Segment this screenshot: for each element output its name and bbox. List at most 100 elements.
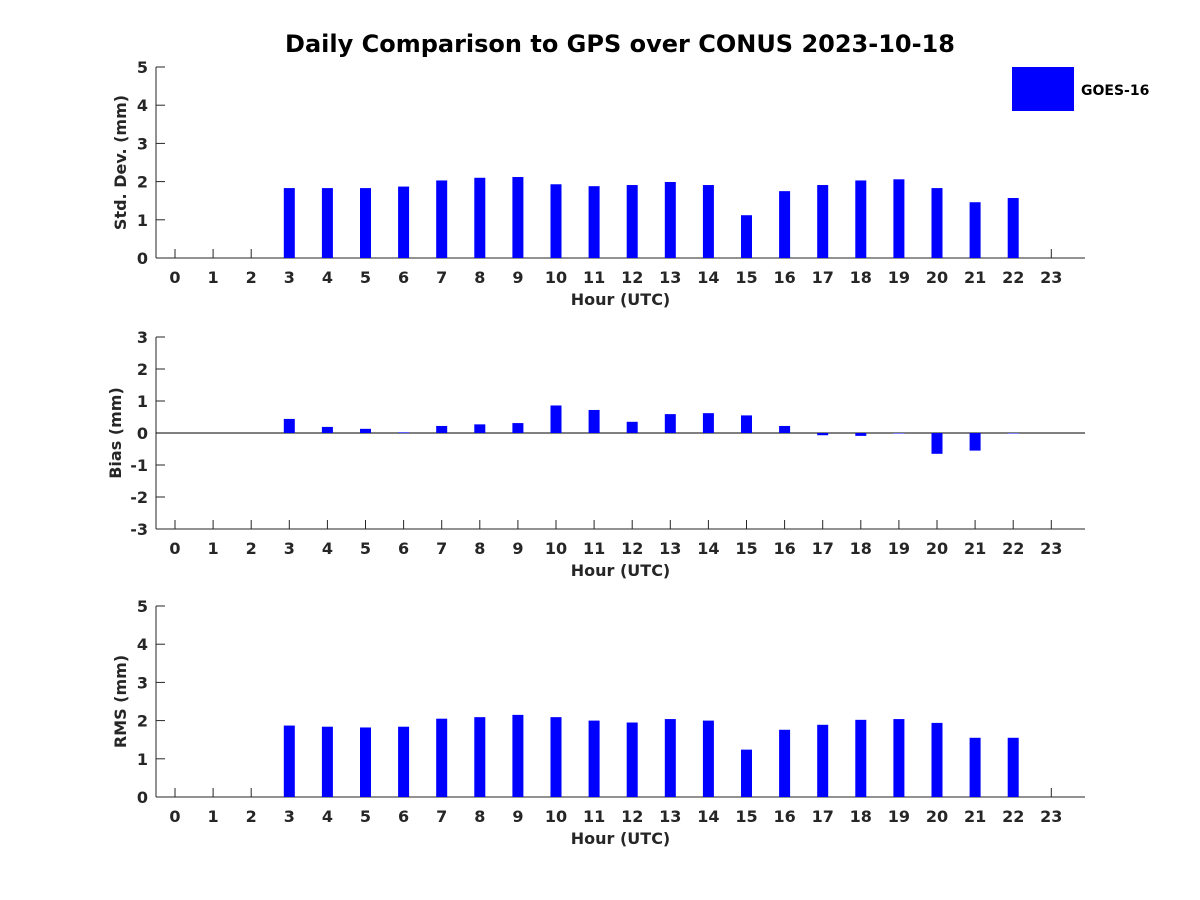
rms-bar-hour-11 [588,720,600,797]
bias-y-tick-label: 0 [137,424,148,443]
std-dev-x-tick-label: 18 [850,268,872,287]
bias-x-tick-label: 23 [1040,539,1062,558]
bias-bar-hour-20 [931,433,943,454]
std-dev-x-tick-label: 15 [735,268,757,287]
rms-bar-hour-8 [474,717,486,797]
std-dev-bar-hour-14 [702,185,714,258]
std-dev-x-tick-label: 12 [621,268,643,287]
std-dev-x-tick-label: 19 [888,268,910,287]
bias-x-tick-label: 17 [812,539,834,558]
rms-y-tick-label: 2 [137,712,148,731]
std-dev-y-tick-label: 0 [137,249,148,268]
rms-x-tick-label: 13 [659,807,681,826]
std-dev-x-tick-label: 22 [1002,268,1024,287]
rms-x-tick-label: 15 [735,807,757,826]
bias-bar-hour-10 [550,405,562,433]
bias-bar-hour-11 [588,409,600,433]
bias-x-tick-label: 8 [474,539,485,558]
std-dev-x-tick-label: 14 [697,268,719,287]
bias-x-tick-label: 22 [1002,539,1024,558]
rms-x-tick-label: 0 [169,807,180,826]
std-dev-x-tick-label: 9 [512,268,523,287]
std-dev-bar-hour-10 [550,184,562,258]
bias-x-axis-label: Hour (UTC) [571,561,671,580]
std-dev-x-tick-label: 11 [583,268,605,287]
rms-y-axis-label: RMS (mm) [111,655,130,748]
bias-bar-hour-13 [664,414,676,433]
bias-x-tick-label: 14 [697,539,719,558]
bias-x-tick-label: 7 [436,539,447,558]
rms-bar-hour-14 [702,720,714,797]
std-dev-x-tick-label: 3 [284,268,295,287]
std-dev-y-tick-label: 5 [137,58,148,77]
std-dev-x-tick-label: 4 [322,268,333,287]
std-dev-x-tick-label: 21 [964,268,986,287]
bias-x-tick-label: 2 [246,539,257,558]
std-dev-bar-hour-12 [626,185,638,258]
bias-x-tick-label: 1 [208,539,219,558]
std-dev-bar-hour-17 [817,185,829,258]
rms-x-tick-label: 1 [208,807,219,826]
std-dev-x-tick-label: 1 [208,268,219,287]
rms-x-tick-label: 17 [812,807,834,826]
bias-x-tick-label: 12 [621,539,643,558]
bias-x-tick-label: 11 [583,539,605,558]
rms-bar-hour-3 [283,725,295,797]
std-dev-bar-hour-3 [283,188,295,258]
bias-x-tick-label: 9 [512,539,523,558]
std-dev-bar-hour-7 [436,180,448,258]
rms-bar-hour-17 [817,724,829,797]
legend: GOES-16 [1012,67,1149,111]
rms-x-tick-label: 16 [773,807,795,826]
rms-bar-hour-10 [550,717,562,797]
rms-bar-hour-9 [512,714,524,797]
bias-y-tick-label: -2 [130,488,148,507]
rms-bar-hour-16 [779,729,791,797]
std-dev-x-tick-label: 2 [246,268,257,287]
std-dev-bar-hour-22 [1007,198,1019,258]
rms-y-tick-label: 0 [137,788,148,807]
std-dev-x-tick-label: 23 [1040,268,1062,287]
std-dev-bar-hour-6 [398,186,410,258]
rms-x-tick-label: 5 [360,807,371,826]
bias-x-tick-label: 10 [545,539,567,558]
rms-x-tick-label: 7 [436,807,447,826]
bias-bar-hour-16 [779,425,791,433]
chart-title: Daily Comparison to GPS over CONUS 2023-… [285,30,955,58]
rms-bar-hour-4 [321,726,333,797]
rms-y-tick-label: 4 [137,635,148,654]
std-dev-bar-hour-20 [931,188,943,258]
std-dev-y-tick-label: 2 [137,173,148,192]
bias-x-tick-label: 13 [659,539,681,558]
rms-y-tick-label: 5 [137,597,148,616]
bias-bar-hour-5 [360,428,371,433]
rms-bar-hour-15 [741,749,752,797]
bias-y-tick-label: -1 [130,456,148,475]
bias-x-tick-label: 0 [169,539,180,558]
bias-bar-hour-14 [702,413,714,433]
std-dev-x-tick-label: 5 [360,268,371,287]
bias-bar-hour-17 [817,433,829,436]
bias-bar-hour-21 [969,433,981,451]
rms-x-tick-label: 18 [850,807,872,826]
std-dev-x-tick-label: 10 [545,268,567,287]
rms-x-tick-label: 3 [284,807,295,826]
bias-bar-hour-4 [321,426,333,433]
bias-x-tick-label: 16 [773,539,795,558]
rms-x-tick-label: 9 [512,807,523,826]
rms-bar-hour-5 [360,727,371,797]
rms-bar-hour-20 [931,722,943,797]
std-dev-bar-hour-18 [855,180,867,258]
std-dev-x-tick-label: 20 [926,268,948,287]
rms-x-tick-label: 21 [964,807,986,826]
rms-bar-hour-19 [893,719,905,797]
bias-y-tick-label: 2 [137,360,148,379]
rms-x-tick-label: 19 [888,807,910,826]
bias-x-tick-label: 4 [322,539,333,558]
std-dev-y-tick-label: 4 [137,96,148,115]
bias-bar-hour-3 [283,418,295,433]
bias-x-tick-label: 3 [284,539,295,558]
rms-x-axis-label: Hour (UTC) [571,829,671,848]
